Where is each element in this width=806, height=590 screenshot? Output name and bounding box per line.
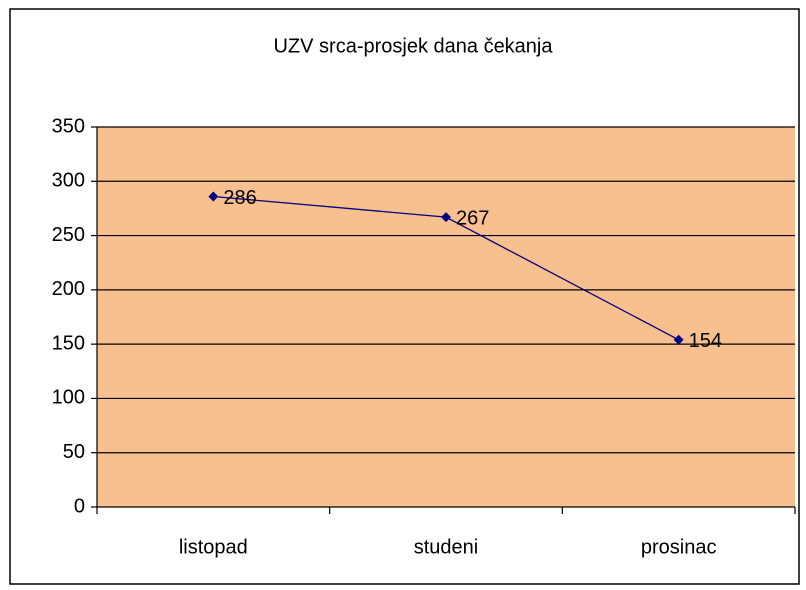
x-tick-label: prosinac	[641, 536, 717, 558]
y-tick-label: 250	[52, 224, 85, 246]
x-tick-label: listopad	[179, 536, 248, 558]
marker	[208, 191, 219, 202]
data-label: 154	[689, 330, 722, 352]
y-tick-label: 0	[74, 495, 85, 517]
marker	[673, 334, 684, 345]
y-tick-label: 200	[52, 278, 85, 300]
data-label: 267	[456, 207, 489, 229]
y-tick-label: 350	[52, 115, 85, 137]
y-tick-label: 50	[63, 441, 85, 463]
plot-area	[97, 127, 795, 507]
y-tick-label: 150	[52, 332, 85, 354]
y-tick-label: 100	[52, 387, 85, 409]
y-tick-label: 300	[52, 170, 85, 192]
chart-title: UZV srca-prosjek dana čekanja	[273, 35, 553, 57]
x-tick-label: studeni	[414, 536, 479, 558]
marker	[441, 212, 451, 223]
data-label: 286	[223, 187, 256, 209]
